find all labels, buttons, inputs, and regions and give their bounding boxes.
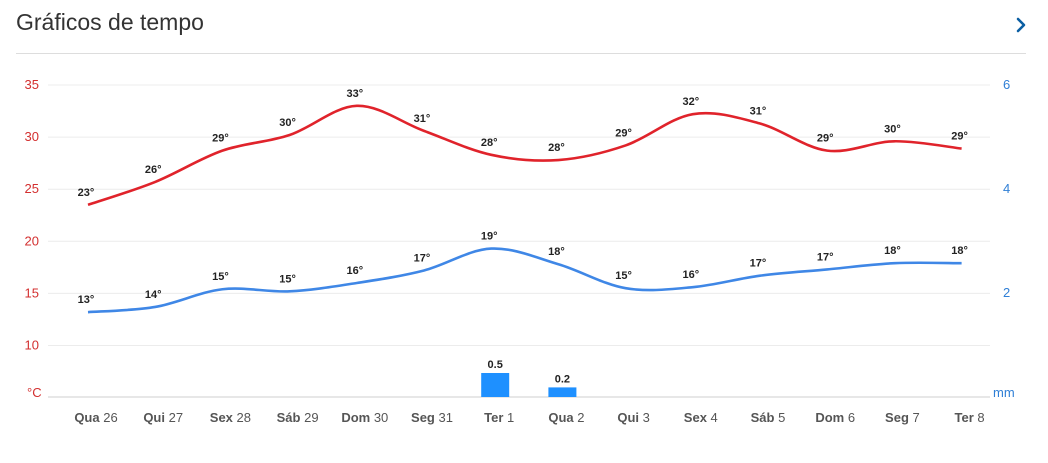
x-axis-tick-label: Qui 27 <box>143 410 183 425</box>
right-axis-tick-label: 4 <box>1003 181 1010 196</box>
section-title: Gráficos de tempo <box>16 9 204 35</box>
max-temp-data-label: 33° <box>346 88 363 100</box>
max-temp-data-label: 23° <box>78 187 95 199</box>
x-axis-tick-label: Seg 31 <box>411 410 453 425</box>
min-temp-data-label: 18° <box>884 245 901 257</box>
day-name: Dom <box>341 410 374 425</box>
day-name: Ter <box>955 410 978 425</box>
day-name: Sex <box>684 410 711 425</box>
day-name: Ter <box>484 410 507 425</box>
min-temp-data-label: 17° <box>817 251 834 263</box>
left-axis-tick-label: 35 <box>25 77 39 92</box>
day-name: Qua <box>548 410 577 425</box>
precip-data-label: 0.5 <box>488 359 503 371</box>
x-axis-tick-label: Sex 28 <box>210 410 251 425</box>
day-name: Seg <box>411 410 438 425</box>
max-temp-data-label: 28° <box>548 142 565 154</box>
max-temp-data-label: 28° <box>481 137 498 149</box>
x-axis-tick-label: Sáb 29 <box>277 410 319 425</box>
day-name: Qui <box>143 410 168 425</box>
left-axis-tick-label: 15 <box>25 285 39 300</box>
day-date: 30 <box>374 410 388 425</box>
day-date: 4 <box>711 410 718 425</box>
min-temp-data-label: 17° <box>414 252 431 264</box>
left-axis-tick-label: 10 <box>25 338 39 353</box>
day-date: 28 <box>237 410 251 425</box>
max-temp-line <box>87 104 962 207</box>
day-name: Sáb <box>277 410 304 425</box>
day-date: 2 <box>577 410 584 425</box>
min-temp-data-label: 14° <box>145 289 162 301</box>
min-temp-data-label: 15° <box>212 271 229 283</box>
precip-data-label: 0.2 <box>555 373 570 385</box>
max-temp-data-label: 30° <box>279 117 296 129</box>
day-date: 6 <box>848 410 855 425</box>
chart-header: Gráficos de tempo <box>0 0 1048 54</box>
min-temp-line <box>87 247 962 314</box>
min-temp-data-label: 18° <box>951 245 968 257</box>
x-axis-tick-label: Ter 1 <box>484 410 514 425</box>
day-date: 29 <box>304 410 318 425</box>
x-axis-tick-label: Qua 26 <box>74 410 117 425</box>
day-name: Sáb <box>751 410 778 425</box>
day-date: 1 <box>507 410 514 425</box>
x-axis-tick-label: Dom 30 <box>341 410 388 425</box>
day-name: Sex <box>210 410 237 425</box>
max-temp-data-label: 29° <box>817 133 834 145</box>
x-axis-tick-label: Ter 8 <box>955 410 985 425</box>
left-axis-tick-label: 25 <box>25 181 39 196</box>
day-date: 31 <box>439 410 453 425</box>
day-date: 3 <box>643 410 650 425</box>
left-axis-tick-label: 20 <box>25 233 39 248</box>
day-name: Dom <box>815 410 848 425</box>
min-temp-data-label: 15° <box>279 273 296 285</box>
day-date: 27 <box>169 410 183 425</box>
max-temp-data-label: 31° <box>750 106 767 118</box>
left-axis-tick-label: 30 <box>25 129 39 144</box>
max-temp-data-label: 31° <box>414 113 431 125</box>
right-axis-tick-label: 6 <box>1003 77 1010 92</box>
min-temp-data-label: 16° <box>682 269 699 281</box>
max-temp-data-label: 29° <box>951 131 968 143</box>
min-temp-data-label: 16° <box>346 265 363 277</box>
x-axis-tick-label: Dom 6 <box>815 410 855 425</box>
day-date: 26 <box>103 410 117 425</box>
header-divider <box>16 53 1026 54</box>
right-axis-unit: mm <box>993 385 1015 400</box>
min-temp-data-label: 13° <box>78 294 95 306</box>
precip-bar <box>548 387 577 397</box>
min-temp-data-label: 17° <box>750 258 767 270</box>
day-name: Seg <box>885 410 912 425</box>
max-temp-data-label: 29° <box>212 133 229 145</box>
precip-bar <box>481 373 510 397</box>
max-temp-data-label: 26° <box>145 164 162 176</box>
x-axis-tick-label: Qui 3 <box>617 410 650 425</box>
right-axis-tick-label: 2 <box>1003 285 1010 300</box>
min-temp-data-label: 15° <box>615 270 632 282</box>
x-axis-tick-label: Qua 2 <box>548 410 584 425</box>
day-name: Qua <box>74 410 103 425</box>
x-axis-tick-label: Sáb 5 <box>751 410 786 425</box>
x-axis-tick-label: Sex 4 <box>684 410 718 425</box>
max-temp-data-label: 29° <box>615 127 632 139</box>
left-axis-unit: °C <box>27 385 42 400</box>
min-temp-data-label: 19° <box>481 231 498 243</box>
day-date: 8 <box>977 410 984 425</box>
min-temp-data-label: 18° <box>548 246 565 258</box>
day-date: 5 <box>778 410 785 425</box>
max-temp-data-label: 30° <box>884 123 901 135</box>
max-temp-data-label: 32° <box>682 96 699 108</box>
day-date: 7 <box>913 410 920 425</box>
x-axis-tick-label: Seg 7 <box>885 410 920 425</box>
chevron-right-icon[interactable] <box>1011 14 1031 36</box>
day-name: Qui <box>617 410 642 425</box>
